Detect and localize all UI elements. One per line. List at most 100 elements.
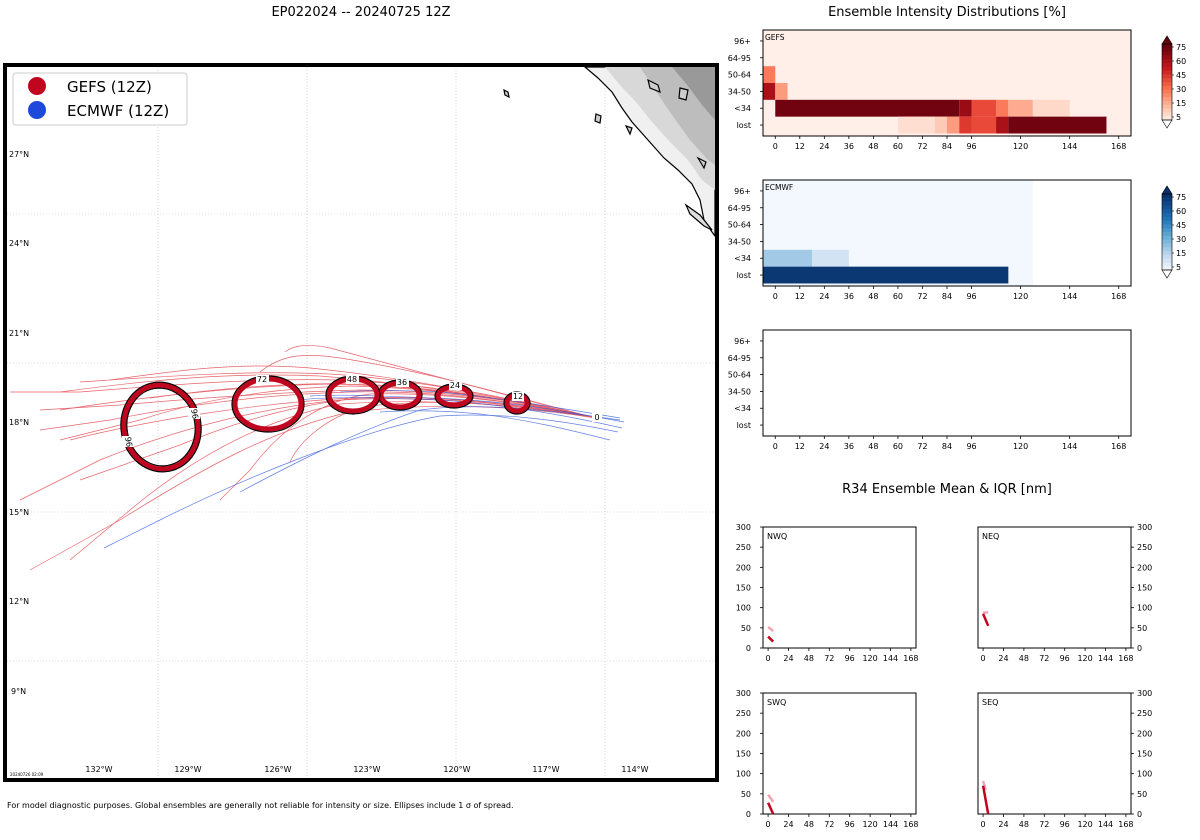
- x-tick-label: 120: [862, 654, 877, 663]
- y-tick-label: 100: [1137, 604, 1152, 613]
- x-tick-label: 24: [783, 654, 793, 663]
- r34-frame: [762, 692, 917, 815]
- ellipse-label-36: 36: [397, 378, 407, 387]
- colorbar-segment: [1162, 205, 1172, 210]
- y-tick-label: 0: [746, 644, 751, 653]
- lat-label: 12°N: [9, 597, 29, 606]
- colorbar-segment: [1162, 66, 1172, 72]
- x-tick-label: 0: [766, 654, 771, 663]
- colorbar-segment: [1162, 247, 1172, 252]
- y-tick-label: 96+: [734, 337, 751, 346]
- colorbar-tick-label: 75: [1176, 193, 1186, 202]
- colorbar-segment: [1162, 85, 1172, 91]
- y-tick-label: lost: [737, 121, 751, 130]
- heatmap-cell: [1008, 116, 1107, 134]
- colorbar-segment: [1162, 220, 1172, 225]
- colorbar-segment: [1162, 97, 1172, 102]
- legend-gefs-marker: [28, 77, 46, 95]
- heatmap-cell: [812, 249, 849, 267]
- colorbar-segment: [1162, 44, 1172, 49]
- track-map: 0 12 24 36 48 72 96 96 GEFS (12Z) ECMWF …: [3, 63, 719, 782]
- x-tick-label: 168: [1111, 292, 1126, 301]
- y-tick-label: 200: [1137, 563, 1152, 572]
- x-tick-label: 48: [804, 820, 814, 829]
- map-timestamp: 20240726 02:09: [10, 772, 44, 777]
- colorbar-segment: [1162, 78, 1172, 83]
- lon-label: 117°W: [532, 765, 559, 774]
- colorbar-segment: [1162, 116, 1172, 121]
- x-tick-label: 144: [883, 820, 898, 829]
- colorbar-segment: [1162, 108, 1172, 113]
- x-tick-label: 48: [1019, 820, 1029, 829]
- x-tick-label: 168: [903, 654, 918, 663]
- y-tick-label: 34-50: [728, 87, 751, 96]
- r34-mean-line: [766, 802, 775, 815]
- colorbar-segment: [1162, 74, 1172, 79]
- heatmap-cell: [996, 99, 1009, 117]
- map-gridlines: [7, 67, 715, 778]
- intensity-title: Ensemble Intensity Distributions [%]: [828, 5, 1066, 20]
- x-tick-label: 36: [844, 442, 854, 451]
- heatmap-cell: [897, 116, 935, 134]
- colorbar-tick-label: 45: [1176, 71, 1186, 80]
- x-tick-label: 48: [868, 442, 878, 451]
- heatmap-cell: [971, 116, 997, 134]
- lat-label: 27°N: [9, 150, 29, 159]
- colorbar-tick-label: 75: [1176, 43, 1186, 52]
- ellipse-label-72: 72: [257, 375, 267, 384]
- colorbar-tick-label: 5: [1176, 113, 1181, 122]
- heatmap-cell: [763, 66, 776, 83]
- colorbar-segment: [1162, 228, 1172, 233]
- x-tick-label: 60: [893, 442, 903, 451]
- x-tick-label: 60: [893, 292, 903, 301]
- colorbar-segment: [1162, 47, 1172, 53]
- x-tick-label: 0: [981, 654, 986, 663]
- lon-label: 114°W: [621, 765, 648, 774]
- map-footnote: For model diagnostic purposes. Global en…: [7, 801, 514, 810]
- x-tick-label: 120: [1013, 442, 1028, 451]
- r34-iqr-line: [767, 793, 775, 803]
- colorbar-segment: [1162, 70, 1172, 75]
- heatmap-cell: [947, 116, 960, 134]
- colorbar-tick-label: 15: [1176, 249, 1186, 258]
- colorbar-segment: [1162, 243, 1172, 248]
- x-tick-label: 72: [917, 292, 927, 301]
- y-tick-label: 100: [736, 604, 751, 613]
- ellipse-96h: [121, 382, 201, 472]
- x-tick-label: 168: [1111, 442, 1126, 451]
- r34-quadrant-label: SWQ: [767, 698, 786, 707]
- x-tick-label: 96: [966, 442, 976, 451]
- x-tick-label: 72: [1039, 820, 1049, 829]
- x-tick-label: 0: [981, 820, 986, 829]
- y-tick-label: 50: [1137, 790, 1147, 799]
- map-frame: [3, 63, 719, 782]
- r34-panel-swq: SWQ 300 250 200 150 100 50 0 0 24 48 72 96 120 144 168: [736, 689, 919, 829]
- heatmap-cell: [763, 83, 776, 100]
- panel-label: ECMWF: [765, 183, 793, 192]
- colorbar-segment: [1162, 232, 1172, 237]
- x-tick-label: 144: [1062, 292, 1077, 301]
- colorbar-segment: [1162, 254, 1172, 260]
- y-tick-label: 50: [1137, 624, 1147, 633]
- x-tick-label: 96: [1060, 820, 1070, 829]
- map-legend: GEFS (12Z) ECMWF (12Z): [12, 72, 188, 126]
- ellipse-label-12: 12: [513, 392, 523, 401]
- ecmwf-colorbar: 75 60 45 30 15 5: [1161, 185, 1186, 279]
- map-title: EP022024 -- 20240725 12Z: [271, 5, 451, 20]
- r34-quadrant-label: NWQ: [767, 532, 787, 541]
- r34-frame: [977, 526, 1132, 649]
- x-tick-label: 168: [1111, 142, 1126, 151]
- y-tick-label: 0: [1137, 644, 1142, 653]
- y-tick-label: 150: [1137, 584, 1152, 593]
- colorbar-extend-top: [1161, 185, 1173, 195]
- longitude-labels: 132°W 129°W 126°W 123°W 120°W 117°W 114°…: [85, 765, 648, 774]
- colorbar-segment: [1162, 197, 1172, 203]
- y-tick-label: 34-50: [728, 387, 751, 396]
- y-tick-label: 96+: [734, 37, 751, 46]
- y-tick-label: 150: [736, 584, 751, 593]
- x-tick-label: 12: [795, 442, 805, 451]
- colorbar-segment: [1162, 63, 1172, 68]
- x-tick-label: 96: [845, 820, 855, 829]
- x-tick-label: 72: [1039, 654, 1049, 663]
- x-tick-label: 144: [1098, 820, 1113, 829]
